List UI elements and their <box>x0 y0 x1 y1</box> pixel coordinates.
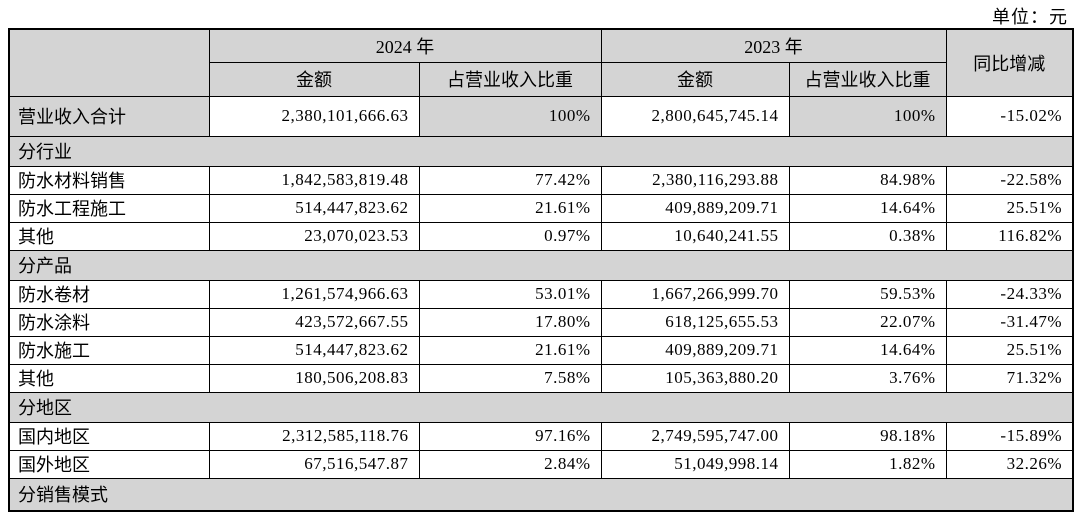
pct-2024: 100% <box>418 95 602 137</box>
yoy-value: -22.58% <box>945 165 1074 195</box>
table-row: 防水材料销售 1,842,583,819.48 77.42% 2,380,116,29… <box>8 165 1074 195</box>
amount-2024: 23,070,023.53 <box>208 221 420 251</box>
amount-2023: 1,667,266,999.70 <box>600 279 790 309</box>
amount-2024: 180,506,208.83 <box>208 363 420 393</box>
amount-2024: 514,447,823.62 <box>208 193 420 223</box>
yoy-value: 32.26% <box>945 449 1074 479</box>
pct-2024-header: 占营业收入比重 <box>418 61 602 97</box>
amount-2023: 409,889,209.71 <box>600 335 790 365</box>
amount-2023: 2,380,116,293.88 <box>600 165 790 195</box>
table-row: 防水卷材 1,261,574,966.63 53.01% 1,667,266,999.… <box>8 279 1074 309</box>
yoy-value: -15.89% <box>945 421 1074 451</box>
section-row: 分地区 <box>8 391 1074 423</box>
amount-2023: 51,049,998.14 <box>600 449 790 479</box>
yoy-value: -15.02% <box>945 95 1074 137</box>
amount-2024: 1,842,583,819.48 <box>208 165 420 195</box>
unit-label: 单位：元 <box>992 7 1068 27</box>
row-label: 其他 <box>8 363 210 393</box>
row-label: 防水涂料 <box>8 307 210 337</box>
corner-header-cell <box>8 28 210 97</box>
header-row-measures: 金额 占营业收入比重 金额 占营业收入比重 <box>9 61 1073 97</box>
pct-2024: 2.84% <box>418 449 602 479</box>
table-row: 国内地区 2,312,585,118.76 97.16% 2,749,595,747.… <box>8 421 1074 451</box>
year-2023-header: 2023 年 <box>600 28 947 63</box>
pct-2023: 84.98% <box>788 165 947 195</box>
row-label: 国内地区 <box>8 421 210 451</box>
pct-2023: 3.76% <box>788 363 947 393</box>
revenue-breakdown-table: 2024 年 2023 年 同比增减 金额 占营业收入比重 金额 占营业收入比重… <box>8 28 1074 512</box>
pct-2024: 77.42% <box>418 165 602 195</box>
table-row: 防水工程施工 514,447,823.62 21.61% 409,889,209.71… <box>8 193 1074 223</box>
amount-2023: 105,363,880.20 <box>600 363 790 393</box>
section-row: 分产品 <box>8 249 1074 281</box>
yoy-value: -31.47% <box>945 307 1074 337</box>
amount-2024-header: 金额 <box>208 61 420 97</box>
amount-2023: 618,125,655.53 <box>600 307 790 337</box>
pct-2023: 14.64% <box>788 335 947 365</box>
yoy-value: 25.51% <box>945 193 1074 223</box>
pct-2024: 0.97% <box>418 221 602 251</box>
table-row: 其他 180,506,208.83 7.58% 105,363,880.20 3.76%… <box>8 363 1074 393</box>
row-label: 国外地区 <box>8 449 210 479</box>
total-row: 营业收入合计 2,380,101,666.63 100% 2,800,645,745.… <box>8 95 1074 137</box>
row-label: 防水卷材 <box>8 279 210 309</box>
row-label: 防水材料销售 <box>8 165 210 195</box>
pct-2024: 21.61% <box>418 193 602 223</box>
pct-2023: 98.18% <box>788 421 947 451</box>
section-row: 分行业 <box>8 135 1074 167</box>
pct-2023: 0.38% <box>788 221 947 251</box>
pct-2023: 1.82% <box>788 449 947 479</box>
pct-2023-header: 占营业收入比重 <box>788 61 947 97</box>
pct-2024: 53.01% <box>418 279 602 309</box>
pct-2023: 14.64% <box>788 193 947 223</box>
yoy-value: 25.51% <box>945 335 1074 365</box>
amount-2024: 1,261,574,966.63 <box>208 279 420 309</box>
amount-2023-header: 金额 <box>600 61 790 97</box>
table-body: 营业收入合计 2,380,101,666.63 100% 2,800,645,745.… <box>8 95 1074 512</box>
section-label: 分地区 <box>8 391 1074 423</box>
section-label: 分产品 <box>8 249 1074 281</box>
table-row: 防水施工 514,447,823.62 21.61% 409,889,209.71 14… <box>8 335 1074 365</box>
year-2024-header: 2024 年 <box>208 28 602 63</box>
amount-2024: 2,380,101,666.63 <box>208 95 420 137</box>
row-label: 防水工程施工 <box>8 193 210 223</box>
amount-2024: 67,516,547.87 <box>208 449 420 479</box>
row-label: 防水施工 <box>8 335 210 365</box>
table-row: 防水涂料 423,572,667.55 17.80% 618,125,655.53 22… <box>8 307 1074 337</box>
amount-2024: 514,447,823.62 <box>208 335 420 365</box>
amount-2023: 409,889,209.71 <box>600 193 790 223</box>
row-label: 其他 <box>8 221 210 251</box>
table-header: 2024 年 2023 年 同比增减 金额 占营业收入比重 金额 占营业收入比重 <box>8 28 1074 97</box>
pct-2023: 59.53% <box>788 279 947 309</box>
yoy-header: 同比增减 <box>945 28 1074 97</box>
pct-2024: 17.80% <box>418 307 602 337</box>
section-row: 分销售模式 <box>8 477 1074 512</box>
amount-2023: 2,800,645,745.14 <box>600 95 790 137</box>
yoy-value: -24.33% <box>945 279 1074 309</box>
pct-2024: 97.16% <box>418 421 602 451</box>
pct-2023: 22.07% <box>788 307 947 337</box>
pct-2023: 100% <box>788 95 947 137</box>
section-label: 分销售模式 <box>8 477 1074 512</box>
amount-2024: 2,312,585,118.76 <box>208 421 420 451</box>
amount-2024: 423,572,667.55 <box>208 307 420 337</box>
table-row: 其他 23,070,023.53 0.97% 10,640,241.55 0.38% 11… <box>8 221 1074 251</box>
table-row: 国外地区 67,516,547.87 2.84% 51,049,998.14 1.82%… <box>8 449 1074 479</box>
amount-2023: 10,640,241.55 <box>600 221 790 251</box>
pct-2024: 21.61% <box>418 335 602 365</box>
yoy-value: 116.82% <box>945 221 1074 251</box>
section-label: 分行业 <box>8 135 1074 167</box>
pct-2024: 7.58% <box>418 363 602 393</box>
header-row-years: 2024 年 2023 年 同比增减 <box>8 28 1074 97</box>
yoy-value: 71.32% <box>945 363 1074 393</box>
amount-2023: 2,749,595,747.00 <box>600 421 790 451</box>
row-label: 营业收入合计 <box>8 95 210 137</box>
